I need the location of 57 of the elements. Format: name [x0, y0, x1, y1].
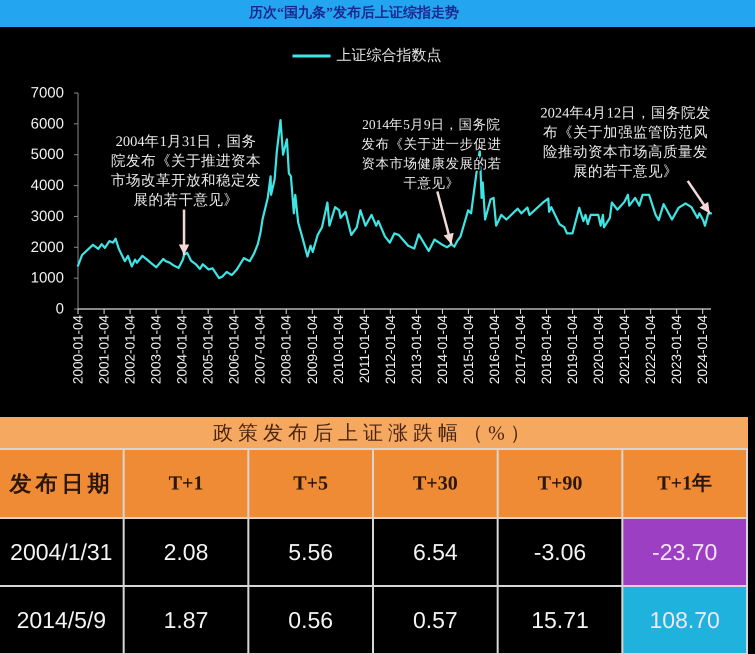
- x-tick-label: 2007-01-04: [252, 314, 268, 384]
- text: 15.71: [531, 607, 589, 633]
- x-tick-label: 2005-01-04: [200, 314, 216, 384]
- text: 2.08: [164, 539, 208, 565]
- y-tick-label: 3000: [30, 208, 64, 225]
- chart-title: 历次“国九条”发布后上证综指走势: [248, 4, 459, 21]
- x-tick-label: 2001-01-04: [96, 314, 112, 384]
- line-series: [76, 119, 712, 280]
- text: -3.06: [534, 539, 586, 565]
- y-tick-label: 7000: [30, 84, 64, 102]
- x-tick-label: 2019-01-04: [565, 314, 580, 384]
- text: 0.57: [412, 607, 458, 633]
- text: 1.87: [164, 607, 208, 633]
- category-label: T+1年: [657, 472, 712, 494]
- x-tick-label: 2015-01-04: [460, 314, 476, 384]
- x-tick-label: 2006-01-04: [226, 314, 242, 384]
- annotation: 2024年4月12日，国务院发布《关于加强监管防范风险推动资本市场高质量发展的若干意见》: [540, 104, 712, 180]
- x-tick-label: 2023-01-04: [669, 314, 684, 384]
- x-tick-label: 2024-01-04: [695, 314, 710, 384]
- text: 6.54: [412, 539, 458, 565]
- legend-label: 上证综合指数点: [336, 47, 442, 64]
- x-tick-label: 2018-01-04: [539, 314, 554, 384]
- text: 5.56: [288, 539, 334, 565]
- x-tick-label: 2011-01-04: [356, 314, 372, 384]
- x-tick-label: 2008-01-04: [278, 314, 294, 384]
- x-tick-label: 2003-01-04: [148, 314, 164, 384]
- x-tick-label: 2000-01-04: [70, 314, 86, 384]
- x-tick-label: 2021-01-04: [617, 314, 632, 384]
- category-label: T+90: [538, 472, 582, 494]
- annotation: 2004年1月31日，国务院发布《关于推进资本市场改革开放和稳定发展的若干意见》: [111, 133, 262, 209]
- text: 0.56: [288, 607, 334, 633]
- x-tick-label: 2017-01-04: [513, 314, 528, 384]
- text: 发布日期: [8, 471, 114, 496]
- x-tick-label: 2013-01-04: [408, 314, 424, 384]
- y-tick-label: 6000: [30, 115, 64, 132]
- y-tick-label: 2000: [30, 238, 64, 256]
- category-label: T+1: [168, 472, 204, 494]
- category-label: 2004/1/31: [10, 539, 112, 565]
- y-tick-label: 4000: [30, 177, 64, 194]
- x-tick-label: 2010-01-04: [330, 314, 346, 384]
- category-label: T+5: [293, 472, 328, 494]
- x-tick-label: 2004-01-04: [174, 314, 190, 384]
- x-tick-label: 2009-01-04: [304, 314, 320, 384]
- x-tick-label: 2012-01-04: [382, 314, 398, 384]
- x-tick-label: 2020-01-04: [591, 314, 606, 384]
- y-tick-label: 5000: [30, 146, 64, 164]
- y-tick-label: 0: [56, 300, 64, 318]
- y-tick-label: 1000: [30, 270, 64, 287]
- x-tick-label: 2002-01-04: [122, 314, 138, 384]
- text: 108.70: [649, 607, 720, 633]
- x-tick-label: 2014-01-04: [434, 314, 450, 384]
- x-tick-label: 2016-01-04: [486, 314, 502, 384]
- text: 政策发布后上证涨跌幅（%）: [213, 422, 535, 444]
- text: -23.70: [652, 539, 718, 565]
- x-tick-label: 2022-01-04: [643, 314, 658, 384]
- category-label: T+30: [412, 472, 458, 494]
- category-label: 2014/5/9: [16, 607, 106, 633]
